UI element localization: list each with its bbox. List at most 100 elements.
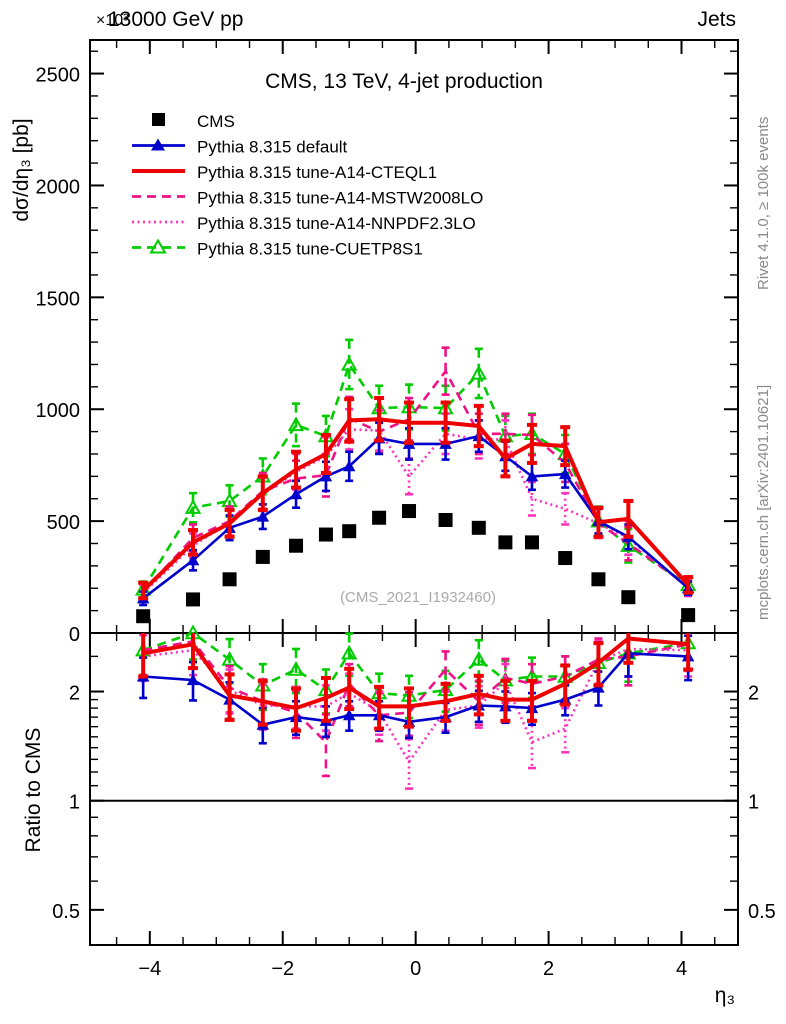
x-axis-label: η₃: [715, 984, 735, 1007]
data-marker-square: [621, 590, 636, 605]
markers: [136, 504, 696, 624]
error-bars: [139, 338, 693, 599]
legend-marker-triangle: [151, 138, 165, 151]
ratio-y-tick-label-right: 1: [748, 792, 759, 814]
data-marker-triangle: [186, 554, 200, 566]
legend-label: CMS: [197, 112, 235, 131]
data-marker-triangle-open: [620, 537, 637, 552]
legend-item: Pythia 8.315 tune-A14-MSTW2008LO: [132, 189, 483, 208]
x-tick-label: 0: [410, 958, 421, 980]
data-marker-triangle: [558, 467, 572, 480]
x-tick-label: 2: [543, 958, 554, 980]
legend-item: Pythia 8.315 tune-A14-NNPDF2.3LO: [132, 214, 476, 233]
data-marker-square: [318, 527, 333, 542]
ratio-y-tick-label: 0.5: [52, 901, 80, 923]
ratio-y-tick-label-right: 0.5: [748, 901, 776, 923]
ratio-panel-frame: [89, 632, 739, 946]
beam-energy-label: 13000 GeV pp: [108, 8, 243, 31]
data-marker-triangle-open: [287, 660, 305, 676]
main-panel-y-tick-labels: 0 500 1000 1500 2000 2500: [36, 65, 81, 646]
y-tick-label: 1500: [36, 288, 81, 310]
data-marker-triangle: [525, 470, 539, 482]
series-line: [141, 417, 690, 592]
data-marker-triangle: [186, 673, 200, 686]
legend-item: Pythia 8.315 tune-CUETP8S1: [132, 238, 423, 259]
data-marker-square: [558, 551, 573, 566]
data-marker-triangle-open: [341, 355, 358, 371]
legend-label: Pythia 8.315 tune-CUETP8S1: [197, 240, 423, 259]
data-marker-triangle: [342, 709, 356, 721]
y-tick-label: 0: [69, 624, 80, 646]
series-cms: [136, 504, 696, 624]
data-marker-square: [591, 572, 606, 587]
x-tick-labels: −4 −2 0 2 4: [138, 958, 687, 980]
legend-item: Pythia 8.315 default: [132, 138, 348, 157]
ratio-y-tick-label: 1: [69, 792, 80, 814]
analysis-category-label: Jets: [697, 8, 736, 31]
data-marker-triangle-open: [184, 499, 202, 514]
data-marker-triangle: [256, 510, 270, 522]
data-marker-triangle-open: [287, 416, 305, 432]
legend-item: Pythia 8.315 tune-A14-CTEQL1: [132, 163, 437, 182]
x-tick-label: −4: [138, 958, 161, 980]
ratio-y-tick-labels: 0.5 0.5 1 1 2 2: [52, 683, 776, 923]
legend: CMS Pythia 8.315 default Pythia 8.315 tune…: [132, 112, 483, 259]
series-line: [142, 369, 689, 593]
data-marker-square: [136, 609, 151, 624]
analysis-id-watermark: (CMS_2021_I1932460): [340, 589, 496, 606]
data-marker-square: [471, 520, 486, 535]
data-marker-square: [372, 510, 387, 525]
legend-label: Pythia 8.315 tune-A14-NNPDF2.3LO: [197, 214, 476, 233]
ratio-axis-label: Ratio to CMS: [22, 728, 45, 853]
y-tick-label: 2500: [36, 65, 81, 87]
data-marker-triangle-open: [341, 644, 358, 660]
x-tick-label: 4: [676, 958, 687, 980]
ratio-y-tick-label-right: 2: [748, 683, 759, 705]
main-panel-y-ticks: [90, 50, 738, 634]
plot-title: CMS, 13 TeV, 4-jet production: [265, 70, 543, 93]
series-line: [142, 636, 689, 711]
series-pythia-8-315-tune-a14-mstw2008lo: [139, 346, 693, 601]
ratio-x-ticks: [115, 633, 716, 945]
data-marker-square: [498, 535, 513, 550]
legend-marker-square: [152, 113, 165, 126]
x-axis-label-group: η₃: [715, 984, 735, 1007]
ratio-y-tick-label: 2: [69, 683, 80, 705]
legend-label: Pythia 8.315 tune-A14-MSTW2008LO: [197, 189, 483, 208]
error-bars: [138, 396, 694, 601]
markers: [134, 355, 697, 596]
ratio-panel: 0.5 0.5 1 1 2 2 Ratio to CMS: [22, 624, 776, 946]
data-marker-square: [289, 538, 304, 553]
series-pythia-8-315-tune-a14-cteql1: [138, 633, 694, 733]
series-pythia-8-315-tune-cuetp8s1: [134, 338, 697, 599]
data-marker-triangle-open: [221, 650, 238, 666]
legend-marker-triangle-open: [149, 238, 167, 254]
y-exponent-label: ×10³: [96, 12, 129, 29]
main-panel: 0 500 1000 1500 2000 2500 CMS, 13 TeV, 4-jet p…: [10, 39, 739, 646]
series-pythia-8-315-default: [136, 633, 695, 745]
error-bars: [139, 346, 693, 601]
mcplots-source-label: mcplots.cern.ch [arXiv:2401.10621]: [755, 385, 772, 620]
series-pythia-8-315-tune-a14-cteql1: [138, 396, 694, 601]
data-marker-triangle: [319, 470, 333, 482]
data-marker-square: [438, 512, 453, 527]
series-line: [142, 640, 689, 744]
x-tick-label: −2: [271, 958, 294, 980]
series-line: [142, 363, 689, 591]
y-tick-label: 1000: [36, 400, 81, 422]
data-marker-square: [524, 535, 539, 550]
rivet-version-label: Rivet 4.1.0, ≥ 100k events: [755, 117, 772, 290]
series-line: [142, 428, 690, 594]
data-marker-square: [255, 549, 270, 564]
data-marker-square: [681, 608, 696, 623]
data-marker-triangle-open: [470, 364, 487, 380]
legend-label: Pythia 8.315 tune-A14-CTEQL1: [197, 163, 437, 182]
data-marker-square: [402, 504, 417, 519]
y-axis-label: dσ/dη₃ [pb]: [10, 118, 33, 221]
data-marker-triangle: [289, 488, 303, 500]
y-tick-label: 500: [47, 512, 80, 534]
data-marker-triangle-open: [470, 650, 487, 666]
